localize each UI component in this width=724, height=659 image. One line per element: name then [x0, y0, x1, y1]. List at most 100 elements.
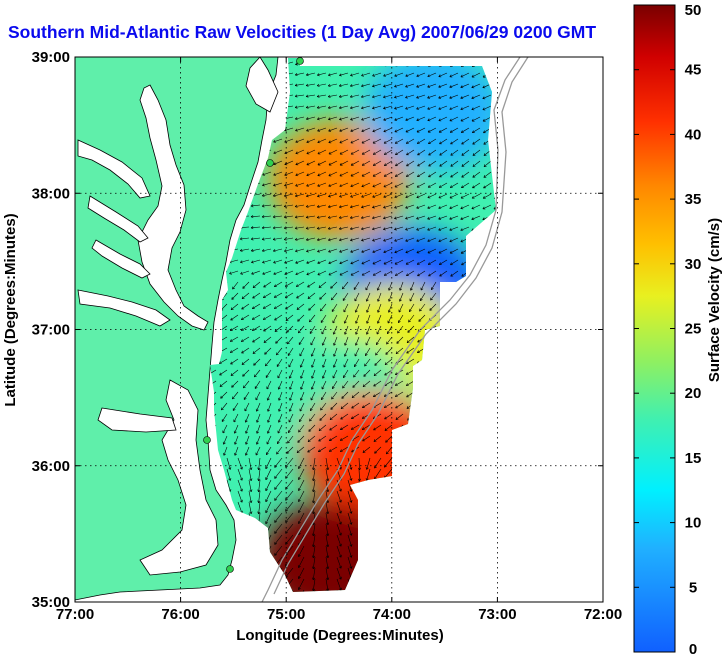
vector-head: [361, 238, 364, 241]
velocity-vector: [344, 347, 349, 357]
vector-head: [272, 227, 276, 230]
vector-head: [252, 285, 255, 288]
velocity-vector: [438, 204, 448, 209]
velocity-vector: [347, 534, 352, 547]
velocity-vector: [252, 336, 261, 343]
vector-head: [307, 439, 310, 442]
velocity-vector: [394, 83, 404, 87]
velocity-vector: [439, 270, 448, 277]
vector-head: [319, 419, 323, 421]
vector-head: [339, 226, 342, 230]
velocity-vector: [471, 94, 481, 99]
vector-head: [229, 271, 232, 274]
velocity-vector: [355, 325, 360, 335]
velocity-vector: [296, 446, 305, 453]
velocity-vector: [449, 193, 459, 199]
vector-head: [274, 306, 276, 309]
velocity-vector: [406, 270, 415, 276]
velocity-vector: [309, 314, 316, 323]
velocity-vector: [350, 182, 360, 187]
velocity-vector: [242, 281, 250, 289]
vector-head: [438, 74, 441, 77]
vector-head: [405, 227, 408, 230]
vector-head: [327, 478, 330, 481]
vector-head: [398, 321, 401, 323]
vector-head: [471, 217, 474, 220]
velocity-vector: [251, 248, 261, 252]
vector-head: [252, 351, 255, 354]
velocity-vector: [461, 149, 470, 156]
vector-head: [449, 96, 452, 99]
vector-head: [344, 343, 348, 346]
vector-head: [340, 576, 342, 580]
velocity-vector: [471, 193, 481, 199]
velocity-vector: [219, 380, 228, 387]
vector-head: [460, 96, 463, 99]
velocity-vector: [427, 226, 437, 231]
vector-head: [394, 73, 397, 77]
vector-head: [316, 105, 320, 109]
velocity-vector: [317, 182, 327, 187]
vector-head: [439, 152, 441, 156]
velocity-vector: [242, 369, 250, 377]
vector-head: [230, 361, 232, 365]
velocity-vector: [325, 523, 329, 536]
vector-head: [228, 478, 231, 481]
velocity-vector: [329, 435, 338, 441]
velocity-vector: [362, 424, 371, 430]
velocity-vector: [366, 468, 371, 481]
velocity-vector: [317, 215, 327, 218]
x-tick-label: 72:00: [584, 606, 622, 623]
vector-head: [219, 361, 221, 364]
velocity-vector: [376, 336, 382, 345]
velocity-vector: [420, 281, 426, 291]
vector-head: [340, 521, 342, 525]
velocity-vector: [358, 457, 360, 470]
vector-head: [482, 74, 485, 78]
vector-head: [328, 85, 331, 87]
vector-head: [350, 249, 353, 253]
vector-head: [294, 204, 298, 207]
vector-head: [405, 216, 408, 219]
velocity-vector: [395, 171, 404, 177]
vector-head: [251, 250, 254, 252]
velocity-vector: [416, 105, 426, 110]
velocity-vector: [366, 292, 371, 302]
vector-head: [460, 206, 463, 209]
vector-head: [294, 83, 298, 86]
vector-head: [365, 354, 368, 356]
vector-head: [295, 107, 298, 109]
vector-head: [383, 250, 386, 253]
velocity-vector: [373, 435, 382, 442]
vector-head: [251, 262, 254, 264]
velocity-vector: [287, 435, 294, 444]
vector-head: [351, 449, 353, 453]
velocity-vector: [383, 193, 393, 198]
vector-head: [306, 194, 309, 197]
velocity-vector: [317, 127, 327, 132]
vector-head: [340, 427, 342, 430]
vector-head: [219, 384, 222, 387]
velocity-vector: [256, 424, 261, 434]
vector-head: [328, 205, 331, 208]
vector-head: [240, 262, 243, 264]
velocity-vector: [285, 490, 294, 501]
vector-head: [298, 430, 301, 433]
vector-head: [416, 250, 419, 253]
vector-head: [332, 376, 336, 379]
vector-head: [317, 107, 320, 109]
vector-head: [296, 295, 298, 299]
vector-head: [394, 95, 397, 98]
velocity-vector: [295, 83, 305, 86]
vector-head: [328, 117, 331, 120]
vector-head: [288, 354, 291, 356]
velocity-vector: [336, 490, 342, 503]
velocity-vector: [245, 446, 250, 456]
vector-head: [366, 467, 369, 470]
vector-head: [320, 408, 323, 411]
velocity-vector: [416, 237, 426, 242]
velocity-vector: [262, 259, 272, 263]
vector-head: [384, 405, 386, 408]
velocity-vector: [333, 358, 338, 368]
vector-head: [328, 228, 331, 230]
